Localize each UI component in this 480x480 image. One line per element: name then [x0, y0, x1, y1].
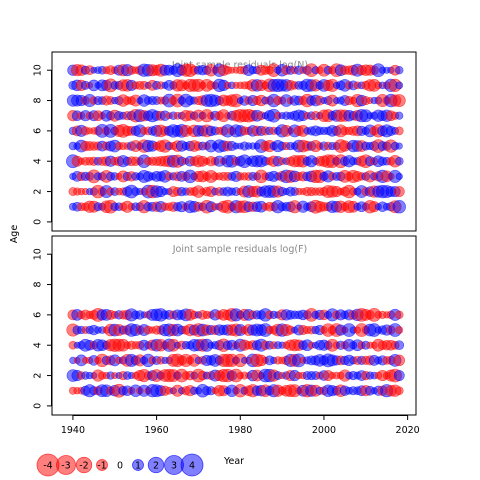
bubble-point: [393, 186, 405, 198]
panel-residuals-logF: Joint sample residuals log(F) 0 2 4 6 8 10: [33, 235, 417, 416]
y-axis: 0 2 4 6 8 10: [33, 64, 52, 225]
legend-label: -1: [97, 461, 106, 472]
bubble-point: [395, 172, 403, 181]
y-tick-label: 8: [33, 282, 44, 288]
x-axis: 1940 1960 1980 2000 2020: [61, 415, 420, 436]
legend: -4 -3 -2 -1 0 1 2 3 4: [36, 453, 204, 477]
x-tick-label: 2000: [312, 425, 336, 436]
y-tick-label: 10: [33, 248, 44, 260]
y-tick-label: 10: [33, 64, 44, 76]
legend-label: 4: [189, 461, 195, 472]
y-tick-label: 2: [33, 189, 44, 195]
y-tick-label: 6: [33, 312, 44, 318]
bubble-point: [394, 340, 405, 351]
x-axis-label: Year: [223, 456, 244, 467]
bubble-point: [393, 354, 405, 367]
panel-title: Joint sample residuals log(F): [172, 244, 308, 255]
bubble-layer: [66, 308, 405, 398]
legend-bubble: [96, 459, 108, 471]
bubble-point: [392, 94, 406, 108]
bubble-point: [394, 126, 404, 136]
bubble-point: [395, 142, 403, 150]
panel-residuals-logN: Joint sample residuals log(N) 0 2 4 6 8 10: [33, 51, 417, 232]
bubble-point: [394, 156, 404, 166]
legend-bubble: [56, 455, 76, 475]
y-axis-label: Age: [9, 225, 20, 244]
legend-bubble: [75, 456, 93, 474]
bubble-point: [395, 66, 404, 75]
bubble-point: [393, 370, 405, 381]
bubble-layer: [66, 63, 406, 214]
bubble-point: [394, 386, 404, 396]
legend-label: -4: [43, 461, 52, 472]
legend-bubble: [180, 453, 204, 477]
y-tick-label: 4: [33, 158, 44, 164]
x-tick-label: 1960: [145, 425, 169, 436]
y-tick-label: 2: [33, 373, 44, 379]
y-tick-label: 0: [33, 403, 44, 409]
legend-bubble: [147, 456, 165, 474]
x-tick-label: 1980: [228, 425, 252, 436]
bubble-point: [395, 111, 404, 120]
y-tick-label: 6: [33, 128, 44, 134]
legend-label: 3: [171, 461, 177, 472]
panel-title: Joint sample residuals log(N): [171, 60, 308, 71]
x-tick-label: 1940: [61, 425, 85, 436]
legend-label: 2: [153, 461, 159, 472]
y-tick-label: 4: [33, 342, 44, 348]
bubble-point: [395, 310, 404, 320]
y-axis: 0 2 4 6 8 10: [33, 248, 52, 409]
legend-label: -2: [79, 461, 88, 472]
y-tick-label: 8: [33, 98, 44, 104]
bubble-point: [395, 81, 404, 90]
y-tick-label: 0: [33, 219, 44, 225]
legend-label: 1: [135, 461, 141, 472]
legend-label: -3: [61, 461, 70, 472]
bubble-point: [395, 326, 404, 334]
legend-bubble: [132, 459, 144, 471]
bubble-point: [392, 200, 406, 214]
legend-label: 0: [117, 461, 123, 472]
x-tick-label: 2020: [396, 425, 420, 436]
